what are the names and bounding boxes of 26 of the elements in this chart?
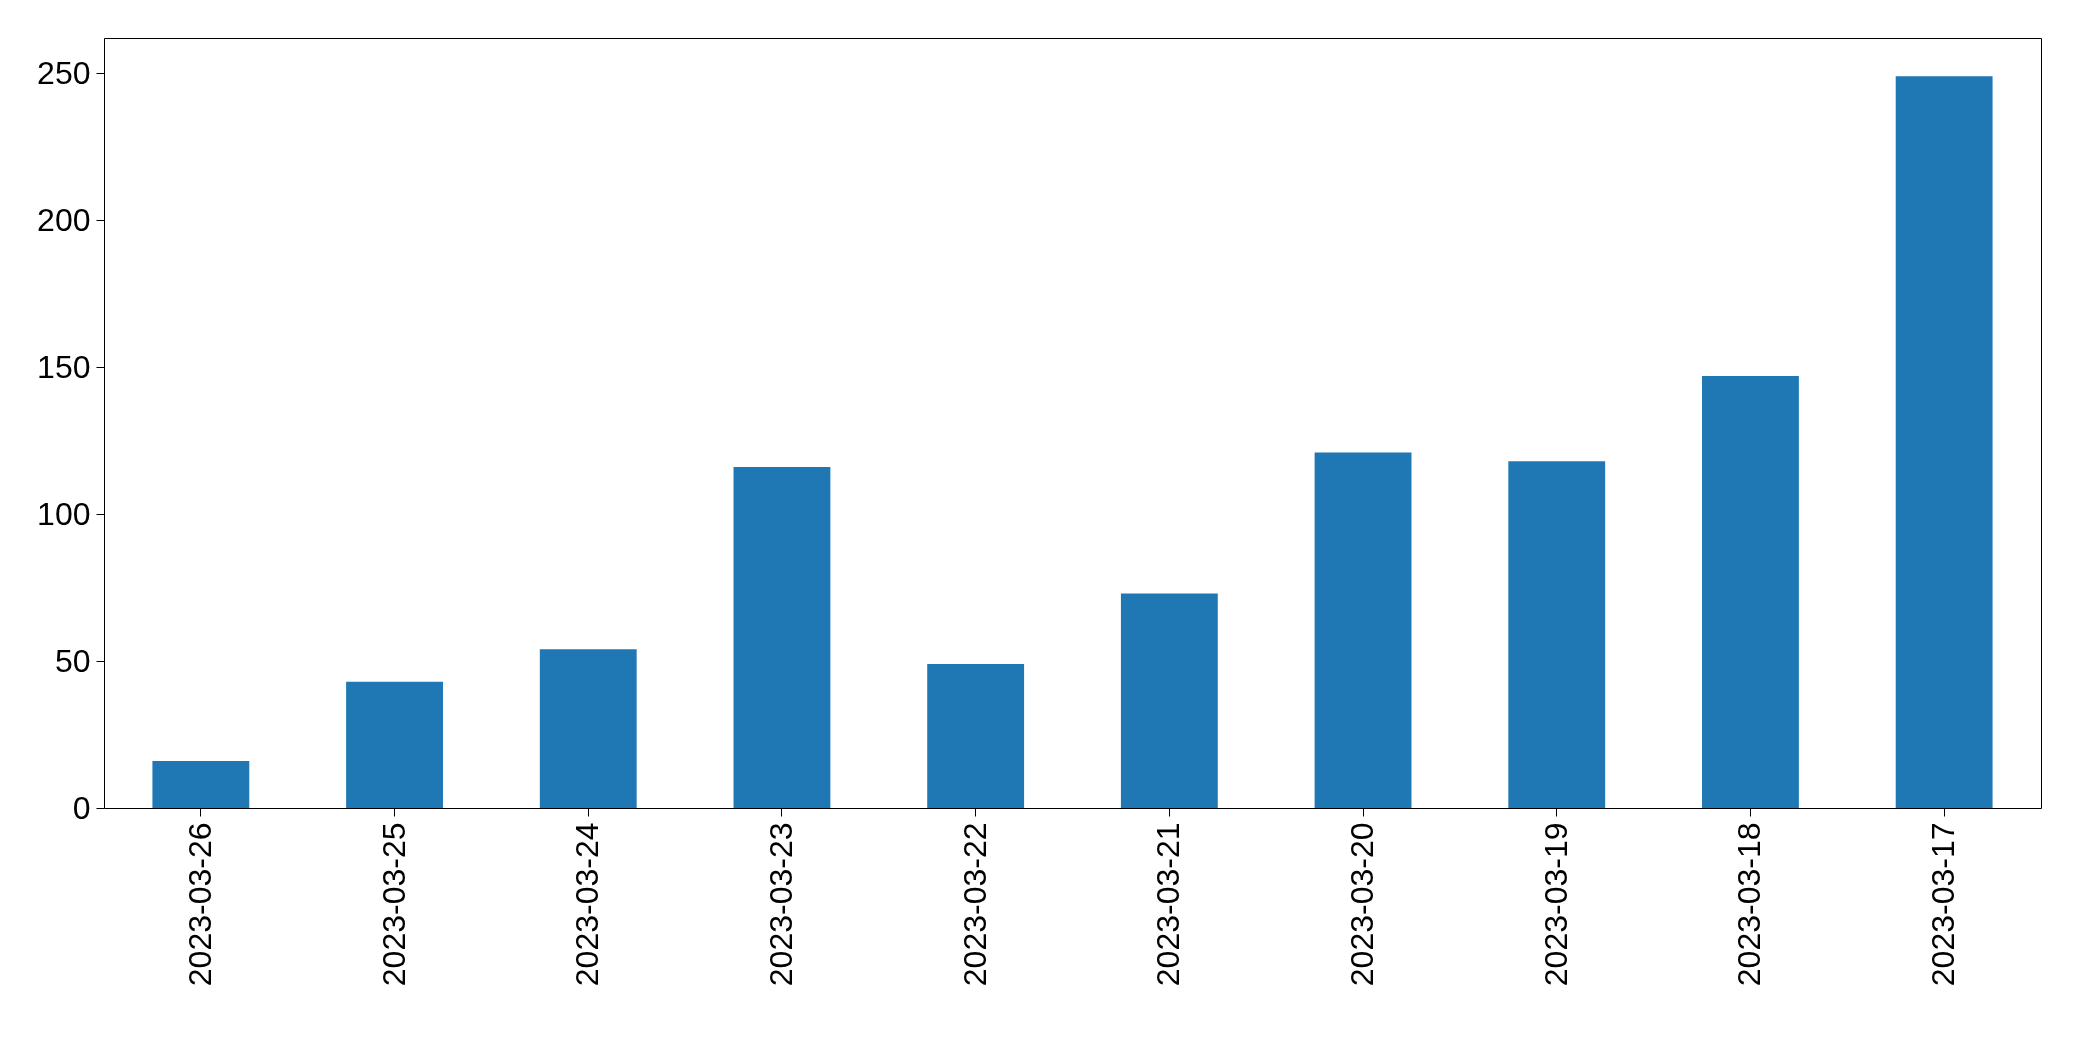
x-tick-label: 2023-03-20 <box>1344 822 1381 987</box>
x-tick-label: 2023-03-17 <box>1925 822 1962 987</box>
x-tick-label: 2023-03-18 <box>1731 822 1768 987</box>
bar <box>733 467 831 808</box>
y-tick-label: 50 <box>54 642 91 679</box>
y-tick-label: 150 <box>37 348 91 385</box>
bar <box>927 663 1025 808</box>
x-tick-label: 2023-03-21 <box>1150 822 1187 987</box>
bar <box>1508 461 1606 808</box>
bar <box>1895 76 1993 808</box>
y-tick-label: 100 <box>37 495 91 532</box>
bar <box>152 760 250 808</box>
bar <box>346 681 443 808</box>
x-tick-label: 2023-03-25 <box>375 822 412 987</box>
y-tick-label: 250 <box>37 54 91 91</box>
bar <box>1120 593 1218 808</box>
x-tick-label: 2023-03-22 <box>956 822 993 987</box>
x-tick-label: 2023-03-19 <box>1537 822 1574 987</box>
y-tick-label: 200 <box>37 201 91 238</box>
bar <box>1702 375 1799 808</box>
x-tick-label: 2023-03-23 <box>762 822 799 987</box>
y-tick-label: 0 <box>72 789 91 826</box>
bar <box>1314 452 1412 808</box>
x-tick-label: 2023-03-24 <box>569 822 606 987</box>
bar <box>539 649 637 808</box>
x-tick-label: 2023-03-26 <box>181 822 218 987</box>
